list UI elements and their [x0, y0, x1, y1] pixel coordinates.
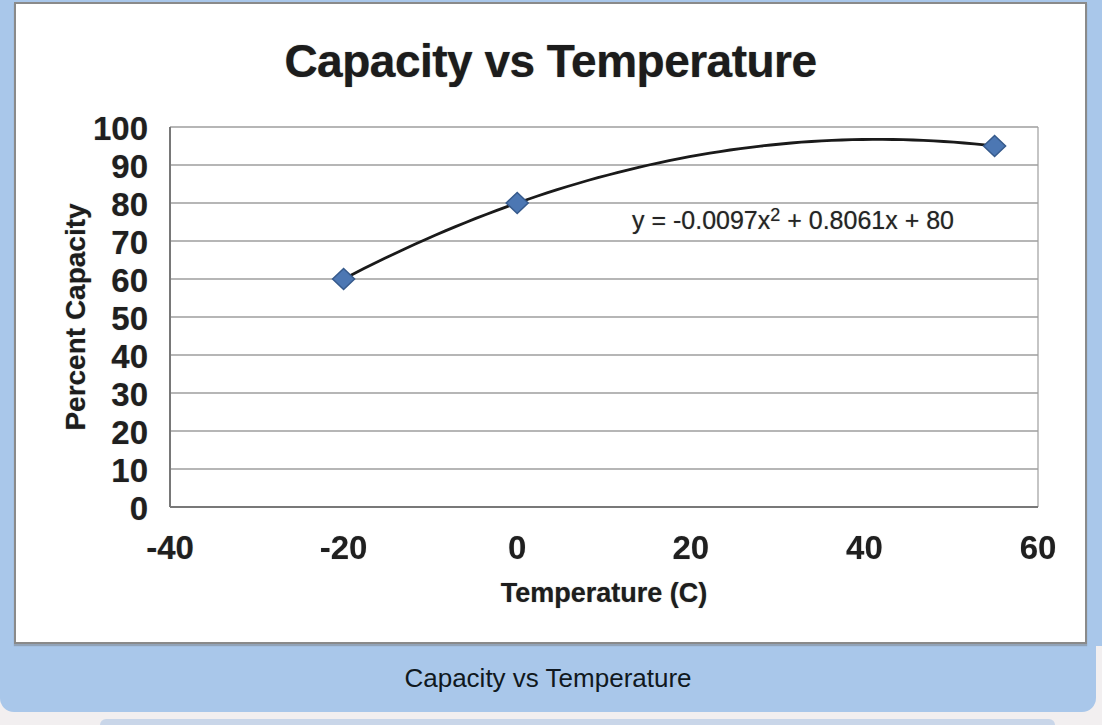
x-tick-label: -40 — [100, 531, 240, 565]
y-tick-label: 0 — [50, 492, 148, 526]
equation-suffix: + 0.8061x + 80 — [780, 206, 954, 234]
x-tick-label: 0 — [447, 531, 587, 565]
x-tick-label: 40 — [794, 531, 934, 565]
y-tick-label: 90 — [50, 150, 148, 184]
y-axis-title: Percent Capacity — [61, 197, 91, 437]
x-axis-title: Temperature (C) — [170, 578, 1038, 608]
y-tick-label: 10 — [50, 454, 148, 488]
x-tick-label: 20 — [621, 531, 761, 565]
data-point-marker — [984, 136, 1006, 157]
screenshot-root: Capacity vs Temperature Capacity vs Temp… — [0, 0, 1102, 725]
y-tick-label: 100 — [50, 112, 148, 146]
data-point-marker — [333, 269, 355, 290]
data-point-marker — [506, 193, 528, 214]
equation-prefix: y = -0.0097x — [632, 206, 770, 234]
equation-superscript: 2 — [770, 205, 780, 225]
x-tick-label: 60 — [968, 531, 1102, 565]
trendline-equation: y = -0.0097x2 + 0.8061x + 80 — [632, 206, 954, 235]
x-tick-label: -20 — [274, 531, 414, 565]
plot-area — [0, 0, 1102, 725]
